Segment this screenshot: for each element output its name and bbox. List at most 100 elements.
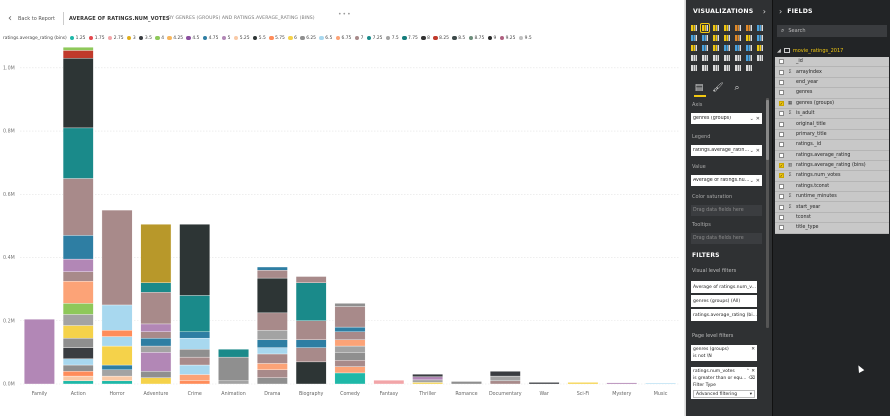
remove-field-icon[interactable]: ✕	[755, 115, 760, 122]
bar-segment-adventure[interactable]	[140, 371, 172, 378]
bar-segment-romance[interactable]	[451, 381, 482, 385]
value-well-field[interactable]: Average of ratings.num_votes ⌄✕	[691, 175, 762, 186]
bar-segment-thriller[interactable]	[412, 379, 443, 383]
bar-segment-crime[interactable]	[179, 337, 211, 350]
chevron-down-icon[interactable]: ⌄	[749, 177, 754, 184]
bar-segment-drama[interactable]	[257, 266, 288, 271]
stacked-bar-icon[interactable]	[690, 24, 698, 32]
field-item[interactable]: _id	[775, 57, 889, 68]
checkbox-icon[interactable]	[779, 194, 784, 200]
close-icon[interactable]: ✕	[751, 369, 755, 374]
bar-segment-drama[interactable]	[257, 330, 288, 340]
table-icon[interactable]	[734, 54, 742, 62]
legend-item[interactable]: 6.25	[300, 36, 316, 41]
legend-item[interactable]: 5.5	[252, 36, 266, 41]
filter-avg-num-votes[interactable]: Average of ratings.num_v...	[691, 281, 757, 293]
checkbox-icon[interactable]	[779, 79, 784, 85]
bar-segment-action[interactable]	[62, 235, 94, 260]
bar-segment-horror[interactable]	[101, 304, 133, 331]
bar-segment-action[interactable]	[62, 375, 94, 382]
checkbox-icon[interactable]	[779, 69, 784, 75]
field-item[interactable]: ✓ ▦ genres (groups)	[775, 98, 889, 109]
scatter-icon[interactable]	[756, 34, 764, 42]
treemap-icon[interactable]	[712, 44, 720, 52]
legend-item[interactable]: 8	[421, 36, 430, 41]
remove-field-icon[interactable]: ✕	[755, 147, 760, 154]
legend-item[interactable]: 9	[487, 36, 496, 41]
donut-chart-icon[interactable]	[701, 44, 709, 52]
bar-segment-adventure[interactable]	[140, 224, 172, 283]
100-column-icon[interactable]	[745, 24, 753, 32]
bar-segment-comedy[interactable]	[334, 306, 366, 328]
field-item[interactable]: original_title	[775, 119, 889, 130]
bar-segment-crime[interactable]	[179, 349, 211, 358]
bar-segment-adventure[interactable]	[140, 352, 172, 372]
bar-segment-adventure[interactable]	[140, 282, 172, 293]
bar-segment-action[interactable]	[62, 58, 94, 129]
checkbox-icon[interactable]	[779, 59, 784, 65]
funnel-icon[interactable]	[745, 44, 753, 52]
bar-segment-adventure[interactable]	[140, 331, 172, 339]
gauge-icon[interactable]	[756, 44, 764, 52]
clustered-bar-icon[interactable]	[712, 24, 720, 32]
bar-segment-drama[interactable]	[257, 347, 288, 355]
legend-item[interactable]: 1.75	[88, 36, 105, 41]
legend-item[interactable]: 7.75	[402, 36, 418, 41]
bar-segment-adventure[interactable]	[140, 345, 172, 353]
legend-item[interactable]: 1.25	[69, 36, 85, 41]
bar-segment-war[interactable]	[528, 382, 560, 385]
legend-item[interactable]: 6.5	[319, 36, 332, 41]
line-chart-icon[interactable]	[756, 24, 764, 32]
bar-segment-drama[interactable]	[257, 353, 288, 364]
legend-item[interactable]: 9.25	[499, 36, 515, 41]
bar-segment-biography[interactable]	[295, 339, 327, 348]
table-movie-ratings[interactable]: ◢ movie_ratings_2017	[777, 46, 843, 55]
bar-segment-animation[interactable]	[218, 380, 249, 385]
bar-segment-adventure[interactable]	[140, 337, 172, 347]
map-icon[interactable]	[723, 44, 731, 52]
fields-tab-icon[interactable]: ▤	[694, 83, 704, 93]
more-options-icon[interactable]: •••	[338, 11, 352, 18]
custom-visual-icon[interactable]	[701, 64, 709, 72]
legend-item[interactable]: 4.5	[186, 36, 199, 41]
bar-segment-music[interactable]	[645, 382, 676, 385]
visualizations-scrollbar[interactable]	[766, 98, 769, 328]
remove-field-icon[interactable]: ✕	[755, 177, 760, 184]
fields-search-input[interactable]	[788, 28, 879, 34]
legend-item[interactable]: 2.75	[107, 36, 124, 41]
legend-item[interactable]: 8.25	[433, 36, 449, 41]
checked-checkbox-icon[interactable]: ✓	[779, 163, 784, 169]
bar-segment-action[interactable]	[62, 258, 94, 272]
field-item[interactable]: tconst	[775, 212, 889, 224]
checked-checkbox-icon[interactable]: ✓	[779, 173, 784, 179]
bar-segment-comedy[interactable]	[334, 366, 366, 374]
bar-segment-crime[interactable]	[179, 380, 211, 385]
bar-segment-documentary[interactable]	[489, 375, 521, 382]
legend-item[interactable]: 7	[354, 36, 363, 41]
bar-segment-comedy[interactable]	[334, 352, 366, 361]
checkbox-icon[interactable]	[779, 90, 784, 96]
checkbox-icon[interactable]	[779, 215, 784, 221]
bar-segment-horror[interactable]	[101, 364, 133, 370]
bar-segment-fantasy[interactable]	[373, 380, 405, 385]
bar-segment-action[interactable]	[62, 371, 94, 377]
filter-type-select[interactable]: Advanced filtering ▾	[693, 390, 755, 398]
bar-segment-comedy[interactable]	[334, 360, 366, 367]
checkbox-icon[interactable]	[779, 111, 784, 117]
legend-item[interactable]: 8.5	[452, 36, 465, 41]
bar-segment-biography[interactable]	[295, 282, 327, 321]
bar-segment-drama[interactable]	[257, 312, 288, 331]
bar-segment-documentary[interactable]	[489, 371, 521, 377]
bar-segment-comedy[interactable]	[334, 331, 366, 340]
bar-segment-comedy[interactable]	[334, 303, 366, 307]
multirow-card-icon[interactable]	[701, 54, 709, 62]
bar-segment-sci-fi[interactable]	[567, 382, 599, 385]
bar-segment-action[interactable]	[62, 314, 94, 326]
waterfall-icon[interactable]	[745, 34, 753, 42]
bar-segment-biography[interactable]	[295, 320, 327, 340]
bar-segment-horror[interactable]	[101, 380, 133, 385]
bar-segment-comedy[interactable]	[334, 326, 366, 333]
bar-segment-biography[interactable]	[295, 361, 327, 385]
bar-segment-horror[interactable]	[101, 336, 133, 347]
